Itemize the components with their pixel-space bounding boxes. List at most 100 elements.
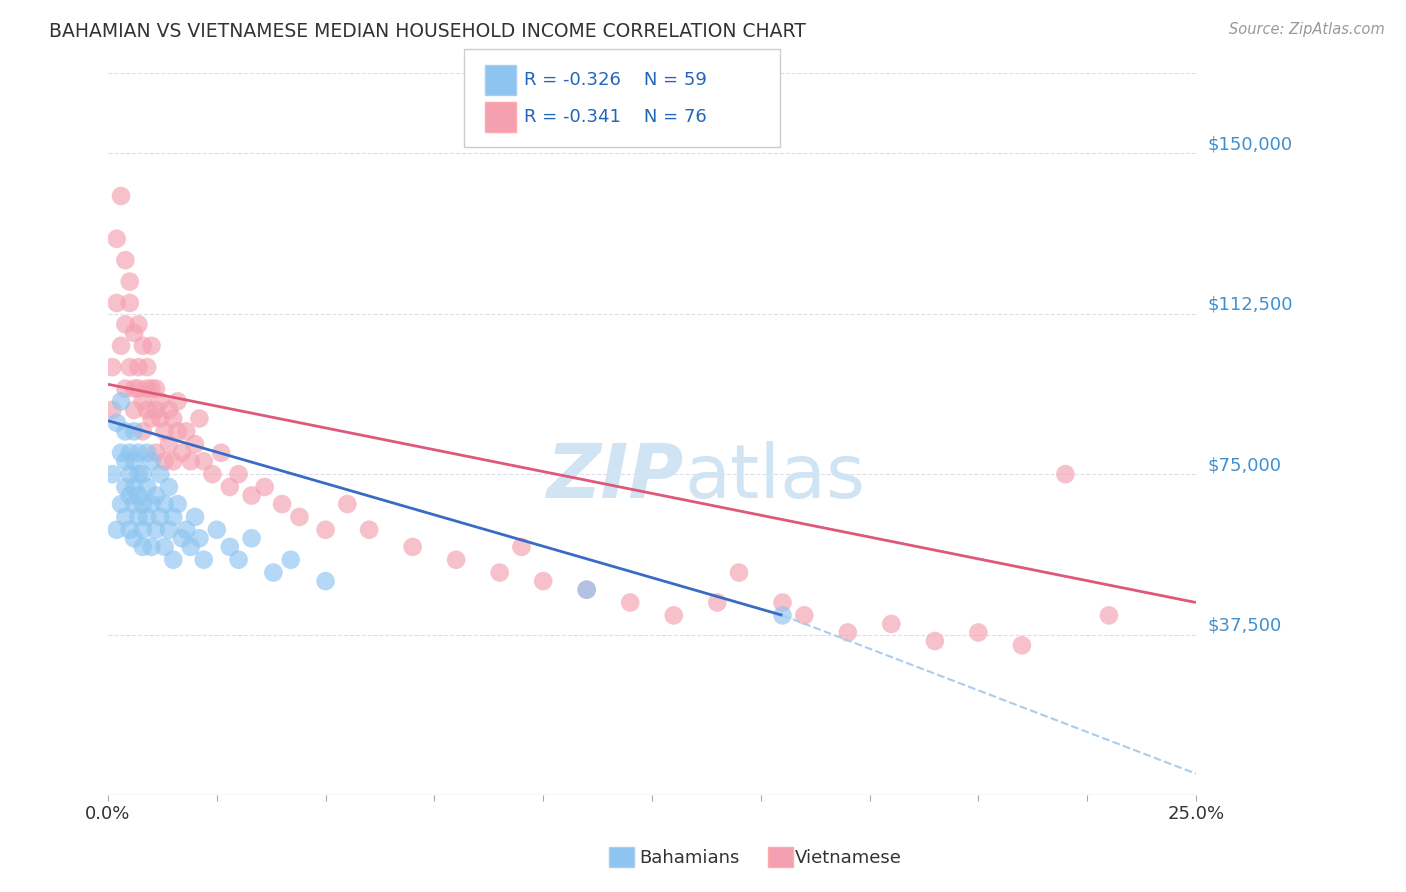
Point (122, 382, 145, 396)
Point (444, 552, 467, 566)
Point (141, 497, 163, 511)
Point (132, 497, 155, 511)
Point (488, 566, 510, 580)
Point (880, 616, 903, 631)
Point (118, 275, 141, 289)
Point (218, 480, 240, 494)
Point (228, 552, 250, 566)
Point (166, 394, 188, 409)
Point (1054, 467, 1077, 482)
Point (114, 510, 136, 524)
Point (136, 360, 159, 375)
Text: BAHAMIAN VS VIETNAMESE MEDIAN HOUSEHOLD INCOME CORRELATION CHART: BAHAMIAN VS VIETNAMESE MEDIAN HOUSEHOLD … (49, 22, 806, 41)
Point (772, 608, 794, 623)
Point (110, 446, 132, 460)
Point (132, 540, 155, 554)
Point (772, 595, 794, 609)
Point (127, 446, 149, 460)
Point (201, 467, 224, 482)
Point (205, 523, 228, 537)
Text: $112,500: $112,500 (1208, 295, 1292, 314)
Point (122, 497, 145, 511)
Point (145, 403, 167, 417)
Point (149, 394, 172, 409)
Point (336, 497, 359, 511)
Point (162, 552, 184, 566)
Point (105, 232, 128, 246)
Point (662, 608, 685, 623)
Point (110, 394, 132, 409)
Point (240, 489, 263, 503)
Point (967, 625, 990, 640)
Point (127, 382, 149, 396)
Point (132, 467, 155, 482)
Point (924, 634, 946, 648)
Point (136, 510, 159, 524)
Point (575, 582, 598, 597)
Point (141, 540, 163, 554)
Point (118, 296, 141, 310)
Point (110, 497, 132, 511)
Point (170, 532, 193, 546)
Text: Vietnamese: Vietnamese (794, 849, 901, 867)
Point (118, 446, 141, 460)
Point (118, 360, 141, 375)
Point (170, 446, 193, 460)
Point (122, 425, 145, 439)
Point (619, 595, 641, 609)
Point (127, 489, 149, 503)
Point (180, 454, 202, 468)
Point (136, 403, 159, 417)
Point (141, 339, 163, 353)
Text: $37,500: $37,500 (1208, 616, 1281, 634)
Point (706, 595, 728, 609)
Point (118, 523, 141, 537)
Point (359, 523, 381, 537)
Point (105, 416, 128, 430)
Text: ZIP: ZIP (547, 441, 685, 514)
Point (149, 467, 172, 482)
Point (271, 497, 294, 511)
Point (193, 454, 215, 468)
Point (188, 411, 211, 425)
Point (157, 523, 180, 537)
Point (153, 454, 176, 468)
Point (122, 454, 145, 468)
Point (193, 552, 215, 566)
Point (136, 446, 159, 460)
Point (401, 540, 423, 554)
Point (114, 425, 136, 439)
Point (127, 360, 149, 375)
Point (145, 382, 167, 396)
Point (132, 425, 155, 439)
Point (157, 403, 180, 417)
Point (184, 437, 207, 451)
Text: R = -0.341    N = 76: R = -0.341 N = 76 (524, 108, 707, 126)
Point (101, 467, 124, 482)
Point (141, 382, 163, 396)
Point (153, 497, 176, 511)
Point (132, 339, 155, 353)
Point (793, 608, 815, 623)
Point (145, 489, 167, 503)
Point (315, 523, 337, 537)
Point (114, 318, 136, 332)
Point (122, 326, 145, 340)
Point (136, 382, 159, 396)
Point (280, 552, 302, 566)
Point (145, 446, 167, 460)
Point (1011, 638, 1033, 652)
Text: R = -0.326    N = 59: R = -0.326 N = 59 (524, 71, 707, 89)
Point (166, 425, 188, 439)
Point (228, 467, 250, 482)
Point (184, 510, 207, 524)
Point (105, 523, 128, 537)
Point (110, 189, 132, 203)
Point (132, 523, 155, 537)
Point (127, 510, 149, 524)
Point (315, 574, 337, 588)
Point (253, 480, 276, 494)
Point (218, 540, 240, 554)
Point (105, 296, 128, 310)
Point (531, 574, 554, 588)
